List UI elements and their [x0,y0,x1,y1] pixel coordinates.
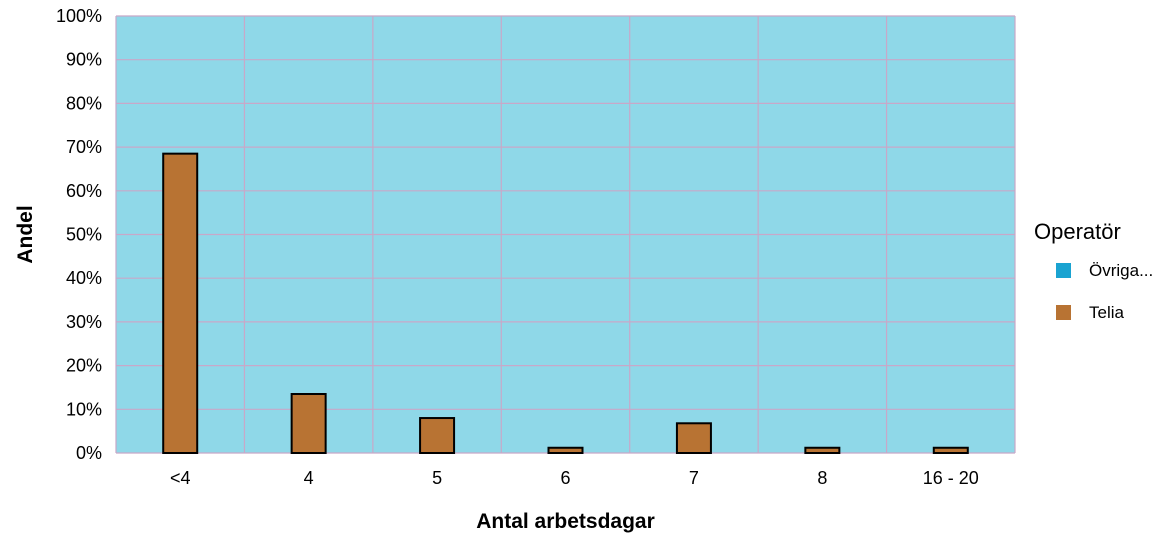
bar-telia [804,446,841,455]
x-tick-label: 16 - 20 [923,468,979,488]
legend: Operatör Övriga... Telia [1034,219,1153,322]
bar-telia [547,446,584,455]
bar-telia [419,417,456,455]
y-tick-label: 20% [66,356,102,376]
y-tick-label: 70% [66,137,102,157]
y-axis-title: Andel [14,205,37,263]
x-tick-label: 8 [817,468,827,488]
legend-label: Telia [1089,303,1125,322]
x-tick-label: <4 [170,468,191,488]
x-tick-label: 6 [560,468,570,488]
legend-swatch [1056,263,1071,278]
legend-title: Operatör [1034,219,1121,244]
bar-telia [290,393,327,455]
bar-telia [932,446,969,455]
x-axis-ticks: <4 4 5 6 7 8 16 - 20 [170,468,979,488]
y-tick-label: 40% [66,268,102,288]
x-axis-title: Antal arbetsdagar [476,510,655,533]
grid-lines [115,15,1016,454]
y-tick-label: 80% [66,93,102,113]
bar-telia [675,422,712,454]
y-tick-label: 30% [66,312,102,332]
x-tick-label: 4 [304,468,314,488]
y-tick-label: 90% [66,50,102,70]
y-tick-label: 0% [76,443,102,463]
y-axis-ticks: 0% 10% 20% 30% 40% 50% 60% 70% 80% 90% 100% [56,6,102,463]
x-tick-label: 5 [432,468,442,488]
y-tick-label: 60% [66,181,102,201]
bars [162,152,969,455]
legend-label: Övriga... [1089,261,1153,280]
x-tick-label: 7 [689,468,699,488]
y-tick-label: 10% [66,399,102,419]
bar-telia [162,152,199,454]
y-tick-label: 100% [56,6,102,26]
legend-swatch [1056,305,1071,320]
y-tick-label: 50% [66,225,102,245]
